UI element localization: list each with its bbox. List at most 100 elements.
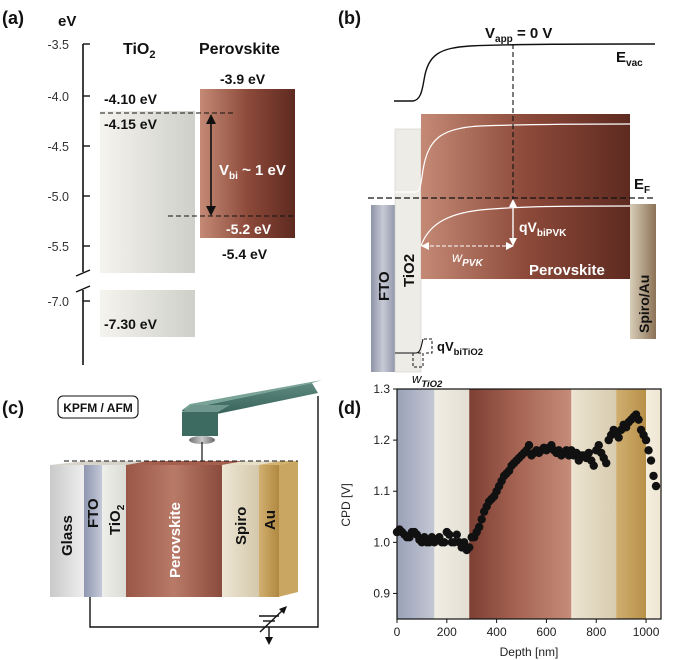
tio2-bar-lower bbox=[100, 290, 195, 337]
cantilever-body-top bbox=[182, 405, 230, 412]
layer-fto bbox=[84, 465, 102, 597]
axis-unit-label: eV bbox=[58, 13, 76, 30]
panel-c: (c) KPFM / AFM bbox=[2, 380, 322, 645]
plot-frame bbox=[396, 388, 662, 620]
tick-label: -4.0 bbox=[47, 90, 69, 104]
data-point bbox=[594, 441, 603, 450]
data-point bbox=[651, 481, 661, 491]
vbi-arrow-head-top bbox=[206, 114, 216, 124]
panel-d-label: (d) bbox=[338, 398, 361, 418]
fto-layer-label: FTO bbox=[376, 271, 393, 301]
mode-badge-label: KPFM / AFM bbox=[63, 401, 133, 415]
data-point bbox=[614, 433, 623, 442]
data-point bbox=[584, 448, 593, 458]
data-point bbox=[474, 522, 484, 532]
wpvk-arrow-head-left bbox=[421, 242, 429, 250]
perovskite-layer bbox=[421, 114, 630, 279]
wtio2-bracket bbox=[412, 352, 424, 368]
spiro-au-layer-label: Spiro/Au bbox=[636, 275, 652, 333]
tio2-layer bbox=[394, 128, 422, 373]
perovskite-bar bbox=[200, 89, 295, 238]
data-point bbox=[602, 458, 611, 468]
layer-glass bbox=[50, 465, 84, 597]
top-strip-au bbox=[259, 461, 298, 465]
wpvk-arrow-head-right bbox=[506, 242, 514, 250]
tick-label: -5.0 bbox=[47, 190, 69, 204]
data-point bbox=[634, 415, 643, 424]
wpvk-label: wPVK bbox=[452, 249, 483, 269]
qvpvk-arrow-head-bottom bbox=[509, 238, 517, 246]
layer-au bbox=[259, 465, 279, 597]
tick-label: -7.0 bbox=[47, 295, 69, 309]
layer-au-label: Au bbox=[262, 510, 279, 530]
layer-fto-label: FTO bbox=[85, 498, 102, 528]
voltage-source-icon bbox=[259, 606, 287, 645]
data-point bbox=[524, 441, 534, 450]
qvpvk-label: qVbiPVK bbox=[519, 219, 567, 239]
fto-layer bbox=[371, 205, 395, 372]
tick-label: -4.5 bbox=[47, 140, 69, 154]
chart-points bbox=[392, 410, 661, 555]
chart-ticks: 0 200 400 600 800 1000 0.9 1.0 1.1 1.2 1.3 bbox=[373, 382, 659, 639]
cantilever-top bbox=[182, 380, 322, 410]
qvpvk-arrow-head-top bbox=[509, 199, 517, 207]
region-fto bbox=[397, 389, 435, 619]
e-tio2-top: -4.10 eV bbox=[104, 91, 158, 107]
y-tick-label: 1.1 bbox=[373, 484, 390, 498]
layer-tio2-label: TiO2 bbox=[107, 504, 127, 535]
x-tick-label: 600 bbox=[536, 625, 556, 639]
stack-side-face bbox=[278, 461, 298, 597]
qvtio2-label: qVbiTiO2 bbox=[437, 339, 483, 358]
y-tick-label: 1.2 bbox=[373, 433, 390, 447]
data-point bbox=[646, 456, 656, 465]
vbi-label: Vbi ~ 1 eV bbox=[219, 162, 286, 182]
top-strip-perovskite bbox=[126, 461, 244, 465]
data-point bbox=[644, 446, 653, 455]
x-tick-label: 400 bbox=[487, 625, 507, 639]
wtio2-label: wTiO2 bbox=[412, 371, 443, 390]
data-point bbox=[477, 515, 486, 524]
e-tio2-cb: -4.15 eV bbox=[104, 116, 158, 132]
e-tio2-vb: -7.30 eV bbox=[104, 316, 158, 332]
region-spiro bbox=[571, 389, 617, 619]
tick-label: -5.5 bbox=[47, 240, 69, 254]
circuit-wire bbox=[89, 396, 319, 628]
data-point bbox=[649, 471, 658, 481]
tio2-band-edge bbox=[395, 338, 424, 354]
qvtio2-bracket bbox=[424, 338, 433, 354]
panel-c-label: (c) bbox=[2, 398, 24, 418]
layer-spiro bbox=[222, 465, 259, 597]
y-tick-label: 1.0 bbox=[373, 535, 390, 549]
e-pvk-top: -3.9 eV bbox=[220, 71, 266, 87]
x-tick-label: 1000 bbox=[633, 625, 660, 639]
y-axis-title: CPD [V] bbox=[339, 483, 353, 526]
vbi-arrow-head-bottom bbox=[206, 206, 216, 216]
axis-break bbox=[75, 269, 91, 293]
data-point bbox=[452, 530, 461, 539]
region-tio2 bbox=[434, 389, 470, 619]
tio2-header: TiO2 bbox=[123, 41, 156, 61]
tick-label: -3.5 bbox=[47, 38, 69, 52]
spiro-au-layer bbox=[630, 204, 656, 339]
perovskite-layer-label: Perovskite bbox=[529, 262, 605, 279]
data-point bbox=[465, 543, 474, 552]
mode-badge bbox=[57, 395, 139, 419]
ef-label: EF bbox=[634, 176, 650, 196]
evac-label: Evac bbox=[616, 49, 643, 69]
data-point bbox=[641, 435, 651, 445]
y-tick-label: 0.9 bbox=[373, 586, 390, 600]
tio2-layer-label: TiO2 bbox=[401, 254, 418, 287]
perovskite-header: Perovskite bbox=[199, 41, 280, 58]
panel-a-label: (a) bbox=[2, 8, 24, 28]
region-end bbox=[646, 389, 661, 619]
tio2-bar-upper bbox=[100, 111, 195, 273]
layer-perovskite bbox=[126, 465, 222, 597]
x-tick-label: 800 bbox=[586, 625, 606, 639]
data-point bbox=[589, 461, 598, 470]
cb-curve bbox=[395, 123, 631, 193]
y-tick-label: 1.3 bbox=[373, 382, 390, 396]
layer-glass-label: Glass bbox=[59, 515, 76, 556]
x-axis-title: Depth [nm] bbox=[500, 645, 559, 659]
evac-curve bbox=[394, 43, 656, 102]
vapp-label: Vapp = 0 V bbox=[485, 25, 552, 45]
